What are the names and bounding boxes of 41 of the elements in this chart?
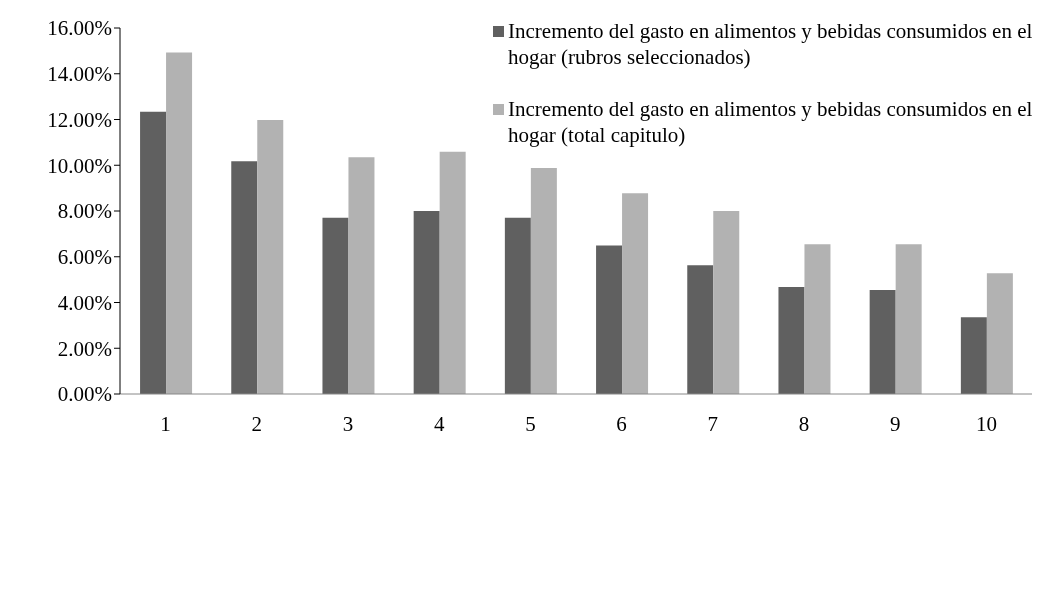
bar	[869, 289, 896, 394]
x-tick-label: 10	[975, 411, 997, 436]
x-tick-label: 2	[251, 411, 263, 436]
bar	[322, 217, 349, 394]
legend-label: Incremento del gasto en alimentos y bebidas consumidos en el hogar (rubros seleccionados)	[508, 18, 1034, 70]
bar	[413, 211, 440, 394]
y-tick-label: 16.00%	[47, 16, 112, 41]
y-tick-label: 14.00%	[47, 62, 112, 87]
x-tick-label: 6	[616, 411, 627, 436]
bar	[687, 265, 714, 394]
y-tick-label: 4.00%	[57, 290, 112, 315]
y-tick-label: 8.00%	[57, 199, 112, 224]
bar	[166, 52, 193, 394]
y-tick-label: 6.00%	[57, 245, 112, 270]
legend-label: Incremento del gasto en alimentos y bebidas consumidos en el hogar (total capitulo)	[508, 96, 1034, 148]
x-tick-label: 9	[889, 411, 901, 436]
bar	[713, 211, 740, 394]
bar	[778, 286, 805, 394]
y-tick-label: 0.00%	[57, 382, 112, 407]
bar	[504, 217, 531, 394]
x-tick-label: 3	[342, 411, 354, 436]
x-tick-label: 4	[433, 411, 445, 436]
x-tick-label: 7	[707, 411, 719, 436]
x-tick-label: 1	[160, 411, 171, 436]
y-tick-label: 10.00%	[47, 153, 112, 178]
x-tick-label: 8	[798, 411, 810, 436]
bar	[231, 161, 258, 394]
bar	[986, 273, 1013, 394]
y-tick-label: 12.00%	[47, 107, 112, 132]
bar	[804, 244, 831, 394]
bar	[439, 151, 466, 394]
bar	[960, 317, 987, 394]
bar	[895, 244, 922, 394]
x-tick-label: 5	[525, 411, 536, 436]
bar	[622, 193, 649, 394]
bar	[530, 168, 557, 394]
bar	[257, 119, 284, 394]
bar	[140, 111, 167, 394]
y-tick-label: 2.00%	[57, 336, 112, 361]
bar	[348, 157, 375, 394]
bar	[596, 245, 623, 394]
